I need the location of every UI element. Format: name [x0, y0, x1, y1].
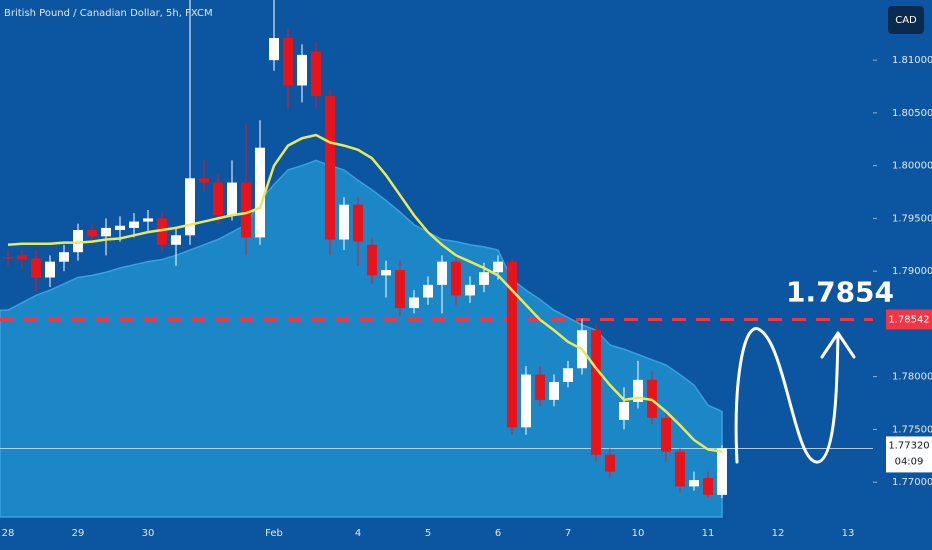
candle-body: [633, 379, 643, 402]
countdown-label: 04:09: [895, 456, 924, 467]
candle-body: [549, 381, 559, 400]
candle-body: [395, 270, 405, 309]
price-tag-label: 1.77320: [888, 440, 929, 451]
candle-body: [409, 297, 419, 309]
y-tick-label: 1.77500: [892, 424, 932, 435]
y-tick-label: 1.79000: [892, 266, 932, 277]
candle-body: [199, 178, 209, 183]
candle-body: [283, 37, 293, 86]
candle-body: [703, 477, 713, 495]
candle-body: [171, 235, 181, 245]
candle-body: [619, 401, 629, 420]
candle-body: [73, 230, 83, 253]
level-tag: [886, 309, 932, 330]
candle-body: [465, 284, 475, 296]
y-tick-label: 1.80500: [892, 108, 932, 119]
projection-curve: [734, 327, 840, 464]
currency-box[interactable]: [888, 6, 924, 34]
candle-body: [3, 257, 13, 259]
candle-body: [563, 368, 573, 382]
candle-body: [507, 261, 517, 428]
candle-body: [367, 244, 377, 276]
candle-body: [605, 454, 615, 472]
candle-body: [535, 374, 545, 400]
y-tick-label: 1.78000: [892, 372, 932, 383]
candle-body: [689, 480, 699, 487]
candle-body: [521, 374, 531, 428]
candle-body: [59, 252, 69, 262]
candle-body: [353, 204, 363, 242]
candle-body: [115, 225, 125, 231]
x-tick-label: 30: [142, 528, 155, 539]
x-tick-label: 5: [425, 528, 431, 539]
candle-body: [87, 230, 97, 237]
projection-arrow: [820, 331, 856, 359]
y-tick-label: 1.77000: [892, 477, 932, 488]
candle-body: [591, 330, 601, 455]
chart-title: British Pound / Canadian Dollar, 5h, FXC…: [4, 8, 213, 19]
target-label: 1.7854: [786, 275, 894, 308]
x-tick-label: 12: [772, 528, 785, 539]
candle-body: [31, 258, 41, 278]
candle-body: [269, 37, 279, 61]
x-tick-label: 10: [632, 528, 645, 539]
candle-body: [101, 227, 111, 237]
candle-body: [241, 182, 251, 238]
moving-average: [7, 133, 723, 453]
x-tick-label: 29: [72, 528, 85, 539]
candle-body: [255, 147, 265, 238]
candle-body: [423, 284, 433, 298]
candle-body: [129, 221, 139, 228]
candle-body: [45, 261, 55, 278]
candle-body: [325, 96, 335, 240]
x-tick-label: 13: [842, 528, 855, 539]
candle-body: [479, 272, 489, 285]
x-tick-label: 28: [2, 528, 15, 539]
y-tick-label: 1.80000: [892, 161, 932, 172]
band-area: [0, 159, 723, 518]
y-tick-label: 1.79500: [892, 213, 932, 224]
candle-body: [451, 261, 461, 296]
x-tick-label: 11: [702, 528, 715, 539]
candle-body: [381, 270, 391, 276]
currency-label[interactable]: CAD: [895, 15, 917, 26]
candle-body: [675, 451, 685, 487]
level-tag-label: 1.78542: [888, 314, 929, 325]
candle-body: [157, 218, 167, 245]
candle-body: [227, 182, 237, 216]
candle-body: [185, 178, 195, 236]
candle-body: [213, 182, 223, 216]
x-tick-label: 4: [355, 528, 361, 539]
candle-body: [661, 417, 671, 452]
candle-body: [437, 261, 447, 285]
candle-body: [339, 204, 349, 240]
x-tick-label: 6: [495, 528, 501, 539]
candle-body: [717, 448, 727, 495]
candle-body: [143, 218, 153, 222]
x-tick-label: 7: [565, 528, 571, 539]
candle-body: [297, 54, 307, 86]
candle-body: [17, 255, 27, 260]
price-tag: [886, 436, 932, 473]
x-tick-label: Feb: [265, 528, 283, 539]
candle-body: [311, 51, 321, 97]
y-tick-label: 1.81000: [892, 55, 932, 66]
candle-body: [493, 261, 503, 273]
